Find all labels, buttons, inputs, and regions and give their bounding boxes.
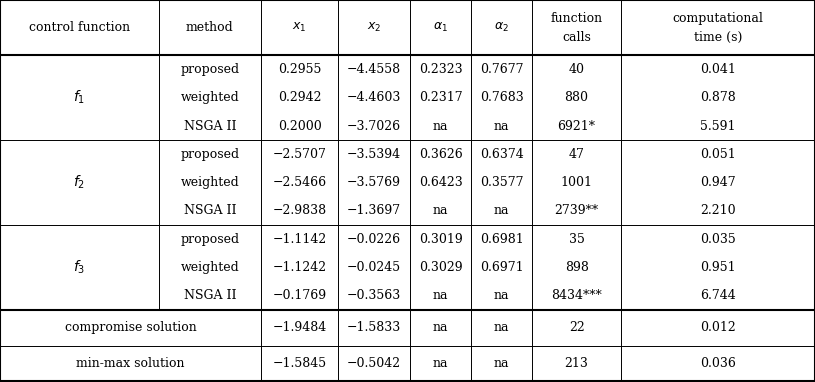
Text: 898: 898 [565,261,588,274]
Text: −0.0245: −0.0245 [347,261,401,274]
Text: −2.5466: −2.5466 [272,176,327,189]
Text: na: na [433,204,448,217]
Text: calls: calls [562,31,591,44]
Text: 0.7677: 0.7677 [480,63,523,76]
Text: 213: 213 [565,357,588,370]
Text: control function: control function [29,21,130,34]
Text: 0.3029: 0.3029 [419,261,462,274]
Text: −4.4558: −4.4558 [347,63,401,76]
Text: 1001: 1001 [561,176,593,189]
Text: 8434***: 8434*** [551,289,602,302]
Text: −0.5042: −0.5042 [347,357,401,370]
Text: 2739**: 2739** [554,204,599,217]
Text: −2.9838: −2.9838 [272,204,327,217]
Text: 0.6374: 0.6374 [480,148,523,161]
Text: −3.7026: −3.7026 [347,120,401,133]
Text: weighted: weighted [180,176,240,189]
Text: na: na [494,321,509,334]
Text: na: na [494,289,509,302]
Text: 6.744: 6.744 [700,289,736,302]
Text: −4.4603: −4.4603 [347,91,401,104]
Text: 35: 35 [569,233,584,246]
Text: 0.7683: 0.7683 [480,91,523,104]
Text: 0.3626: 0.3626 [419,148,462,161]
Text: 6921*: 6921* [557,120,596,133]
Text: time (s): time (s) [694,31,742,44]
Text: 0.2323: 0.2323 [419,63,462,76]
Text: 0.6981: 0.6981 [480,233,523,246]
Text: 0.3019: 0.3019 [419,233,462,246]
Text: $f_2$: $f_2$ [73,174,86,191]
Text: na: na [494,357,509,370]
Text: −0.3563: −0.3563 [347,289,401,302]
Text: $x_2$: $x_2$ [367,21,381,34]
Text: proposed: proposed [180,148,240,161]
Text: −1.1142: −1.1142 [272,233,327,246]
Text: 0.3577: 0.3577 [480,176,523,189]
Text: −2.5707: −2.5707 [272,148,327,161]
Text: 0.035: 0.035 [700,233,736,246]
Text: −1.5833: −1.5833 [347,321,401,334]
Text: 0.878: 0.878 [700,91,736,104]
Text: proposed: proposed [180,63,240,76]
Text: 40: 40 [569,63,584,76]
Text: na: na [433,120,448,133]
Text: min-max solution: min-max solution [76,357,185,370]
Text: −1.3697: −1.3697 [347,204,401,217]
Text: NSGA II: NSGA II [183,289,236,302]
Text: −0.0226: −0.0226 [347,233,401,246]
Text: −1.5845: −1.5845 [272,357,327,370]
Text: 0.951: 0.951 [700,261,736,274]
Text: 0.2317: 0.2317 [419,91,462,104]
Text: $\alpha_1$: $\alpha_1$ [433,21,448,34]
Text: na: na [433,357,448,370]
Text: $\alpha_2$: $\alpha_2$ [494,21,509,34]
Text: NSGA II: NSGA II [183,204,236,217]
Text: $x_1$: $x_1$ [293,21,306,34]
Text: 0.012: 0.012 [700,321,736,334]
Text: −3.5394: −3.5394 [347,148,401,161]
Text: 0.947: 0.947 [700,176,736,189]
Text: 0.2955: 0.2955 [278,63,321,76]
Text: 0.036: 0.036 [700,357,736,370]
Text: 0.2942: 0.2942 [278,91,321,104]
Text: −1.1242: −1.1242 [272,261,327,274]
Text: na: na [433,289,448,302]
Text: na: na [494,120,509,133]
Text: proposed: proposed [180,233,240,246]
Text: −3.5769: −3.5769 [347,176,401,189]
Text: NSGA II: NSGA II [183,120,236,133]
Text: $f_3$: $f_3$ [73,259,86,276]
Text: 880: 880 [565,91,588,104]
Text: weighted: weighted [180,261,240,274]
Text: na: na [494,204,509,217]
Text: method: method [186,21,234,34]
Text: 0.6971: 0.6971 [480,261,523,274]
Text: −1.9484: −1.9484 [272,321,327,334]
Text: 5.591: 5.591 [700,120,736,133]
Text: 47: 47 [569,148,584,161]
Text: $f_1$: $f_1$ [73,89,86,107]
Text: computational: computational [672,11,764,25]
Text: 0.2000: 0.2000 [278,120,321,133]
Text: 0.6423: 0.6423 [419,176,462,189]
Text: na: na [433,321,448,334]
Text: weighted: weighted [180,91,240,104]
Text: 2.210: 2.210 [700,204,736,217]
Text: compromise solution: compromise solution [64,321,196,334]
Text: −0.1769: −0.1769 [272,289,327,302]
Text: 0.041: 0.041 [700,63,736,76]
Text: 22: 22 [569,321,584,334]
Text: function: function [551,11,602,25]
Text: 0.051: 0.051 [700,148,736,161]
